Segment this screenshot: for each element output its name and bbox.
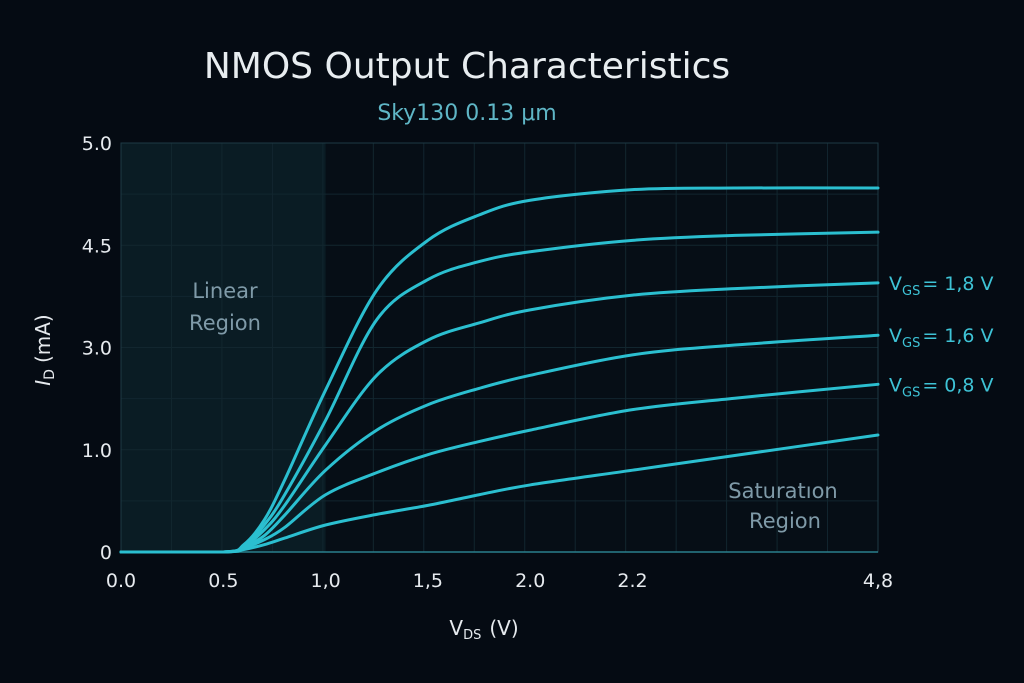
legend-label: VGS = 1,6 V — [889, 325, 994, 351]
y-tick-label: 4.5 — [82, 235, 112, 257]
ticks: 0.0 0.5 1,0 1,5 2.0 2.2 4,8 5.0 4.5 3.0 1.0 0 — [82, 133, 893, 592]
x-tick-label: 0.5 — [208, 570, 238, 592]
grid — [120, 142, 879, 553]
saturation-region-label-2: Region — [749, 509, 821, 533]
chart-title: NMOS Output Characteristics — [203, 46, 731, 87]
y-tick-label: 5.0 — [82, 133, 112, 155]
x-tick-label: 1,0 — [310, 570, 340, 592]
curve-5-line — [119, 382, 880, 554]
y-tick-label: 3.0 — [82, 338, 112, 360]
x-axis-label: VDS (V) — [449, 616, 518, 643]
y-tick-label: 0 — [100, 542, 112, 564]
legend-label: VGS = 0,8 V — [889, 374, 994, 400]
saturation-region-label-1: Saturatıon — [728, 479, 837, 503]
y-tick-label: 1.0 — [82, 440, 112, 462]
y-axis-label: ID(mA) — [31, 314, 58, 385]
x-tick-label: 4,8 — [863, 570, 893, 592]
linear-region-label-2: Region — [189, 311, 261, 335]
x-tick-label: 1,5 — [413, 570, 443, 592]
chart-subtitle: Sky130 0.13 μm — [377, 101, 557, 126]
legend: VGS = 1,8 V VGS = 1,6 V VGS = 0,8 V — [889, 273, 994, 400]
linear-region-label-1: Linear — [192, 279, 258, 303]
x-tick-label: 0.0 — [106, 570, 136, 592]
x-tick-label: 2.2 — [617, 570, 647, 592]
curve-6-line — [119, 433, 880, 554]
x-tick-label: 2.0 — [515, 570, 545, 592]
curves — [119, 186, 880, 554]
legend-label: VGS = 1,8 V — [889, 273, 994, 299]
